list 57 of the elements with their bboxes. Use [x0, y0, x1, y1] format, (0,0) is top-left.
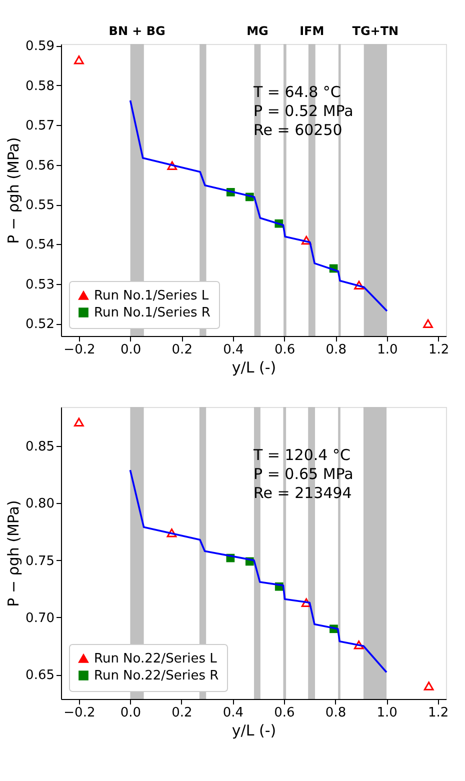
- x-tick-label: −0.2: [64, 706, 96, 720]
- y-tick-label: 0.52: [26, 317, 54, 332]
- point: [74, 56, 84, 64]
- y-tick-label: 0.57: [26, 118, 54, 134]
- x-tick-label: 1.2: [428, 342, 450, 358]
- legend-label: Run No.1/Series L: [94, 288, 210, 304]
- point: [424, 682, 434, 690]
- x-tick-label: 0.8: [325, 706, 346, 720]
- y-tick-label: 0.85: [26, 440, 54, 455]
- annotation: T = 64.8 °C: [252, 83, 341, 101]
- point: [423, 319, 433, 328]
- x-tick-label: −0.2: [64, 342, 96, 358]
- x-tick-label: 0.2: [172, 706, 192, 720]
- x-axis-title: y/L (-): [232, 722, 276, 740]
- point: [354, 280, 364, 290]
- annotation: Re = 213494: [254, 484, 352, 502]
- y-axis-title: P − ρgh (MPa): [4, 500, 23, 607]
- annotation: T = 120.4 °C: [252, 446, 350, 464]
- legend-label: Run No.22/Series R: [94, 668, 219, 684]
- x-tick-label: 0.6: [274, 342, 296, 358]
- y-axis-title: P − ρgh (MPa): [4, 137, 23, 244]
- y-tick-label: 0.56: [26, 158, 54, 174]
- x-tick-label: 1.2: [428, 706, 449, 720]
- point: [74, 418, 84, 426]
- x-tick-label: 0.6: [274, 706, 295, 720]
- annotation: Re = 60250: [254, 121, 342, 139]
- y-tick-label: 0.55: [26, 198, 54, 213]
- band-label: MG: [246, 24, 268, 38]
- x-tick-label: 1.0: [377, 342, 398, 358]
- point: [301, 598, 312, 607]
- y-tick-label: 0.65: [26, 668, 54, 684]
- band-label: BN + BG: [108, 24, 166, 38]
- x-tick-label: 0.8: [326, 342, 346, 358]
- annotation: P = 0.65 MPa: [254, 465, 354, 483]
- y-tick-label: 0.59: [26, 39, 54, 54]
- legend-label: Run No.22/Series L: [94, 652, 218, 666]
- x-axis-title: y/L (-): [232, 358, 276, 376]
- x-tick-label: 0.4: [223, 342, 244, 358]
- x-tick-label: 0.4: [222, 706, 244, 720]
- y-tick-label: 0.54: [26, 238, 54, 253]
- y-tick-label: 0.53: [26, 277, 54, 292]
- legend-label: Run No.1/Series R: [94, 306, 210, 320]
- y-tick-label: 0.58: [26, 78, 54, 94]
- annotation: P = 0.52 MPa: [254, 102, 354, 120]
- x-tick-label: 1.0: [376, 706, 398, 720]
- x-tick-label: 0.2: [172, 342, 192, 358]
- point: [167, 161, 178, 170]
- point: [301, 236, 312, 245]
- band-label: TG+TN: [352, 24, 399, 38]
- x-tick-label: 0.0: [120, 706, 142, 720]
- x-tick-label: 0.0: [120, 342, 142, 358]
- point: [166, 528, 177, 538]
- band-label: IFM: [300, 24, 324, 38]
- y-tick-label: 0.70: [26, 610, 54, 626]
- point: [354, 640, 364, 650]
- y-tick-label: 0.80: [26, 496, 54, 512]
- y-tick-label: 0.75: [26, 554, 54, 569]
